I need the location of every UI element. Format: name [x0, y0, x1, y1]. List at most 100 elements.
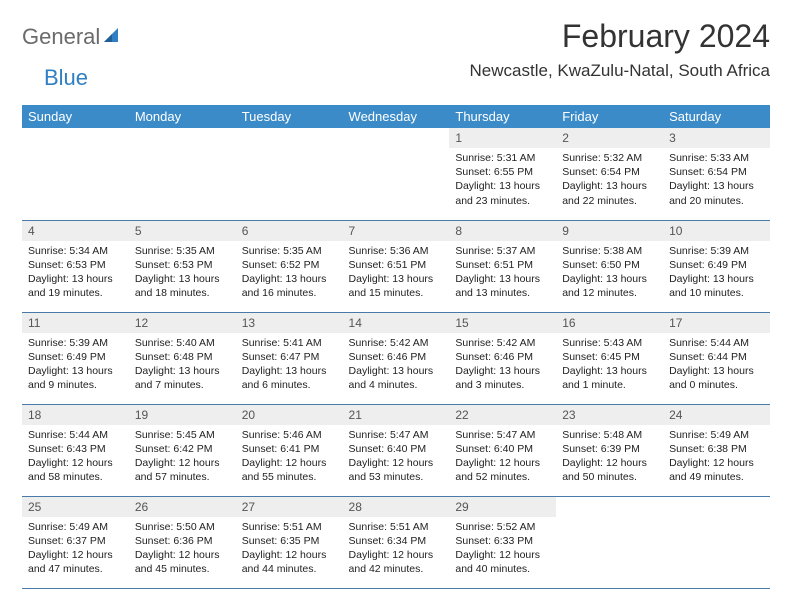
calendar-cell: 12Sunrise: 5:40 AMSunset: 6:48 PMDayligh… — [129, 312, 236, 404]
day-number: 15 — [449, 313, 556, 333]
calendar-cell: 6Sunrise: 5:35 AMSunset: 6:52 PMDaylight… — [236, 220, 343, 312]
calendar-cell — [343, 128, 450, 220]
day-header: Saturday — [663, 105, 770, 128]
day-text: Sunrise: 5:47 AMSunset: 6:40 PMDaylight:… — [343, 425, 450, 489]
calendar-cell: 21Sunrise: 5:47 AMSunset: 6:40 PMDayligh… — [343, 404, 450, 496]
day-header: Sunday — [22, 105, 129, 128]
calendar-week-row: 1Sunrise: 5:31 AMSunset: 6:55 PMDaylight… — [22, 128, 770, 220]
calendar-cell: 27Sunrise: 5:51 AMSunset: 6:35 PMDayligh… — [236, 496, 343, 588]
calendar-cell — [236, 128, 343, 220]
day-number: 20 — [236, 405, 343, 425]
calendar-cell: 29Sunrise: 5:52 AMSunset: 6:33 PMDayligh… — [449, 496, 556, 588]
day-number: 23 — [556, 405, 663, 425]
day-number: 28 — [343, 497, 450, 517]
day-number: 24 — [663, 405, 770, 425]
day-number: 17 — [663, 313, 770, 333]
day-text: Sunrise: 5:40 AMSunset: 6:48 PMDaylight:… — [129, 333, 236, 397]
day-header: Wednesday — [343, 105, 450, 128]
day-header: Friday — [556, 105, 663, 128]
calendar-cell — [663, 496, 770, 588]
day-text: Sunrise: 5:44 AMSunset: 6:44 PMDaylight:… — [663, 333, 770, 397]
calendar-week-row: 25Sunrise: 5:49 AMSunset: 6:37 PMDayligh… — [22, 496, 770, 588]
day-text: Sunrise: 5:45 AMSunset: 6:42 PMDaylight:… — [129, 425, 236, 489]
calendar-cell: 26Sunrise: 5:50 AMSunset: 6:36 PMDayligh… — [129, 496, 236, 588]
day-text: Sunrise: 5:33 AMSunset: 6:54 PMDaylight:… — [663, 148, 770, 212]
day-number: 9 — [556, 221, 663, 241]
calendar-cell: 3Sunrise: 5:33 AMSunset: 6:54 PMDaylight… — [663, 128, 770, 220]
day-text: Sunrise: 5:48 AMSunset: 6:39 PMDaylight:… — [556, 425, 663, 489]
day-number: 11 — [22, 313, 129, 333]
calendar-cell: 22Sunrise: 5:47 AMSunset: 6:40 PMDayligh… — [449, 404, 556, 496]
calendar-cell: 4Sunrise: 5:34 AMSunset: 6:53 PMDaylight… — [22, 220, 129, 312]
calendar-cell: 23Sunrise: 5:48 AMSunset: 6:39 PMDayligh… — [556, 404, 663, 496]
day-number: 10 — [663, 221, 770, 241]
day-text: Sunrise: 5:41 AMSunset: 6:47 PMDaylight:… — [236, 333, 343, 397]
calendar-cell: 9Sunrise: 5:38 AMSunset: 6:50 PMDaylight… — [556, 220, 663, 312]
calendar-cell: 7Sunrise: 5:36 AMSunset: 6:51 PMDaylight… — [343, 220, 450, 312]
day-number: 1 — [449, 128, 556, 148]
day-text: Sunrise: 5:31 AMSunset: 6:55 PMDaylight:… — [449, 148, 556, 212]
calendar-cell: 15Sunrise: 5:42 AMSunset: 6:46 PMDayligh… — [449, 312, 556, 404]
calendar-body: 1Sunrise: 5:31 AMSunset: 6:55 PMDaylight… — [22, 128, 770, 588]
title-block: February 2024 Newcastle, KwaZulu-Natal, … — [470, 18, 770, 81]
day-number: 4 — [22, 221, 129, 241]
calendar-cell — [556, 496, 663, 588]
calendar-cell: 2Sunrise: 5:32 AMSunset: 6:54 PMDaylight… — [556, 128, 663, 220]
day-text: Sunrise: 5:39 AMSunset: 6:49 PMDaylight:… — [22, 333, 129, 397]
day-text: Sunrise: 5:52 AMSunset: 6:33 PMDaylight:… — [449, 517, 556, 581]
day-text: Sunrise: 5:35 AMSunset: 6:53 PMDaylight:… — [129, 241, 236, 305]
logo: General — [22, 18, 124, 50]
calendar-cell: 25Sunrise: 5:49 AMSunset: 6:37 PMDayligh… — [22, 496, 129, 588]
calendar-cell: 18Sunrise: 5:44 AMSunset: 6:43 PMDayligh… — [22, 404, 129, 496]
day-number: 21 — [343, 405, 450, 425]
month-title: February 2024 — [470, 18, 770, 55]
logo-text-general: General — [22, 24, 100, 50]
sail-icon — [102, 26, 122, 49]
calendar-cell: 16Sunrise: 5:43 AMSunset: 6:45 PMDayligh… — [556, 312, 663, 404]
calendar-cell: 17Sunrise: 5:44 AMSunset: 6:44 PMDayligh… — [663, 312, 770, 404]
day-number: 18 — [22, 405, 129, 425]
day-number: 2 — [556, 128, 663, 148]
day-text: Sunrise: 5:51 AMSunset: 6:34 PMDaylight:… — [343, 517, 450, 581]
day-number: 3 — [663, 128, 770, 148]
day-header-row: SundayMondayTuesdayWednesdayThursdayFrid… — [22, 105, 770, 128]
day-number: 12 — [129, 313, 236, 333]
day-text: Sunrise: 5:36 AMSunset: 6:51 PMDaylight:… — [343, 241, 450, 305]
calendar-cell: 8Sunrise: 5:37 AMSunset: 6:51 PMDaylight… — [449, 220, 556, 312]
day-header: Monday — [129, 105, 236, 128]
day-text: Sunrise: 5:38 AMSunset: 6:50 PMDaylight:… — [556, 241, 663, 305]
day-number: 26 — [129, 497, 236, 517]
day-number: 8 — [449, 221, 556, 241]
day-text: Sunrise: 5:34 AMSunset: 6:53 PMDaylight:… — [22, 241, 129, 305]
day-text: Sunrise: 5:47 AMSunset: 6:40 PMDaylight:… — [449, 425, 556, 489]
day-number: 27 — [236, 497, 343, 517]
day-text: Sunrise: 5:42 AMSunset: 6:46 PMDaylight:… — [343, 333, 450, 397]
logo-text-blue: Blue — [44, 65, 88, 91]
day-number: 22 — [449, 405, 556, 425]
day-text: Sunrise: 5:32 AMSunset: 6:54 PMDaylight:… — [556, 148, 663, 212]
calendar-cell: 20Sunrise: 5:46 AMSunset: 6:41 PMDayligh… — [236, 404, 343, 496]
calendar-week-row: 18Sunrise: 5:44 AMSunset: 6:43 PMDayligh… — [22, 404, 770, 496]
day-text: Sunrise: 5:49 AMSunset: 6:38 PMDaylight:… — [663, 425, 770, 489]
day-text: Sunrise: 5:43 AMSunset: 6:45 PMDaylight:… — [556, 333, 663, 397]
day-number: 6 — [236, 221, 343, 241]
day-header: Thursday — [449, 105, 556, 128]
day-number: 5 — [129, 221, 236, 241]
calendar-cell: 13Sunrise: 5:41 AMSunset: 6:47 PMDayligh… — [236, 312, 343, 404]
day-header: Tuesday — [236, 105, 343, 128]
day-number: 29 — [449, 497, 556, 517]
day-number: 19 — [129, 405, 236, 425]
day-text: Sunrise: 5:39 AMSunset: 6:49 PMDaylight:… — [663, 241, 770, 305]
day-text: Sunrise: 5:51 AMSunset: 6:35 PMDaylight:… — [236, 517, 343, 581]
calendar-table: SundayMondayTuesdayWednesdayThursdayFrid… — [22, 105, 770, 589]
day-number: 16 — [556, 313, 663, 333]
calendar-cell: 11Sunrise: 5:39 AMSunset: 6:49 PMDayligh… — [22, 312, 129, 404]
calendar-week-row: 11Sunrise: 5:39 AMSunset: 6:49 PMDayligh… — [22, 312, 770, 404]
day-number: 13 — [236, 313, 343, 333]
calendar-cell — [129, 128, 236, 220]
day-text: Sunrise: 5:49 AMSunset: 6:37 PMDaylight:… — [22, 517, 129, 581]
day-text: Sunrise: 5:35 AMSunset: 6:52 PMDaylight:… — [236, 241, 343, 305]
calendar-cell: 1Sunrise: 5:31 AMSunset: 6:55 PMDaylight… — [449, 128, 556, 220]
day-text: Sunrise: 5:44 AMSunset: 6:43 PMDaylight:… — [22, 425, 129, 489]
day-text: Sunrise: 5:42 AMSunset: 6:46 PMDaylight:… — [449, 333, 556, 397]
